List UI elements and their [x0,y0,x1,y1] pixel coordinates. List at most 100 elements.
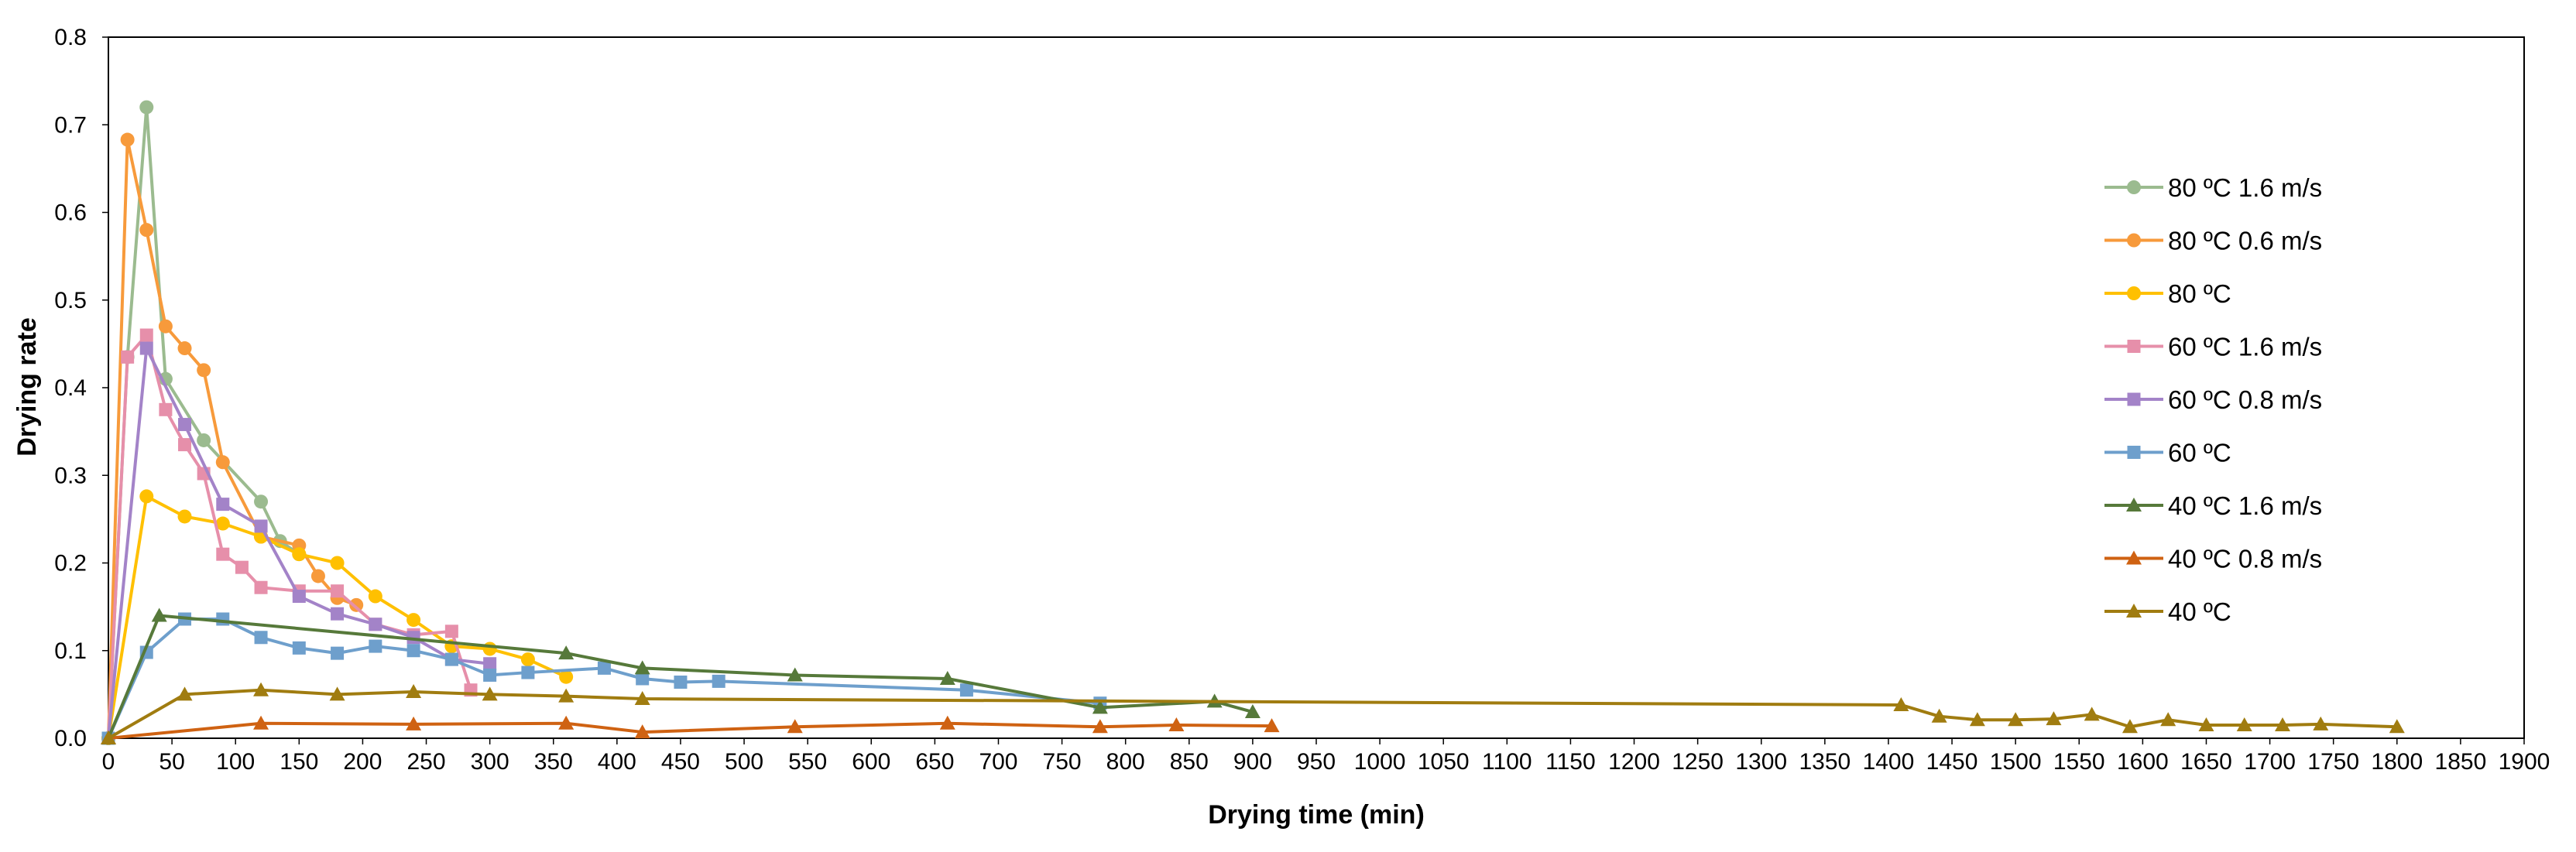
data-point [329,686,345,701]
data-point [559,669,574,684]
legend-entry: 40 ºC [2104,597,2231,626]
legend-entry: 80 ºC [2104,279,2231,308]
series-line [107,334,472,739]
data-point [1092,700,1108,714]
legend-marker-swatch [2127,446,2141,459]
data-point [444,652,458,666]
data-point [215,455,230,470]
x-tick-label: 1250 [1672,749,1724,775]
x-axis-title: Drying time (min) [1208,800,1425,830]
data-point [1168,717,1185,732]
data-point [406,644,420,658]
series-2 [101,489,574,745]
y-tick-label: 0.6 [54,200,87,226]
data-point [2389,719,2405,734]
x-tick-label: 1150 [1545,749,1596,775]
data-point [254,519,268,533]
data-point [2160,712,2176,727]
legend-label: 80 ºC 0.6 m/s [2168,227,2322,255]
x-tick-label: 500 [725,749,763,775]
y-tick-label: 0.5 [54,288,87,313]
series-7 [101,715,1280,744]
data-point [482,642,497,656]
data-point [159,402,173,416]
data-point [139,100,154,115]
data-point [482,686,498,701]
data-point [406,683,422,698]
x-tick-label: 800 [1106,749,1145,775]
legend-label: 40 ºC 0.8 m/s [2168,545,2322,573]
series-8 [101,682,2405,744]
data-point [139,328,153,342]
legend-label: 80 ºC [2168,279,2231,308]
data-point [101,731,116,744]
x-tick-label: 1050 [1418,749,1470,775]
data-point [558,715,575,730]
data-point [2084,707,2100,721]
x-tick-label: 350 [534,749,573,775]
data-point [558,645,575,660]
legend-entry: 60 ºC [2104,439,2231,467]
data-point [310,569,325,583]
data-point [2236,717,2252,732]
data-point [178,418,192,432]
legend-label: 60 ºC 0.8 m/s [2168,385,2322,414]
data-point [483,657,497,671]
data-point [597,661,611,675]
data-point [787,667,803,682]
x-tick-label: 0 [102,749,115,775]
data-point [406,613,421,628]
x-tick-label: 950 [1297,749,1336,775]
data-point [521,666,535,679]
x-tick-label: 1650 [2180,749,2232,775]
data-point [139,223,154,238]
series-4 [101,341,497,745]
x-tick-label: 750 [1043,749,1082,775]
data-point [712,674,725,688]
data-point [959,683,973,697]
data-point [139,341,153,355]
x-tick-label: 1400 [1863,749,1915,775]
x-tick-label: 1750 [2307,749,2359,775]
x-tick-label: 1900 [2499,749,2550,775]
data-point [2198,717,2214,732]
data-point [2275,717,2290,732]
legend-label: 60 ºC 1.6 m/s [2168,333,2322,361]
legend-marker-swatch [2126,498,2142,512]
data-point [2122,719,2138,734]
data-point [158,319,173,334]
data-point [331,607,345,621]
data-point [634,724,650,739]
data-point [216,612,230,626]
x-tick-label: 1300 [1735,749,1787,775]
y-tick-label: 0.7 [54,112,87,138]
legend-marker-swatch [2126,550,2142,565]
x-tick-label: 650 [915,749,954,775]
data-point [235,560,249,574]
x-tick-label: 150 [280,749,318,775]
x-tick-label: 1800 [2371,749,2423,775]
legend-marker-swatch [2127,286,2141,300]
data-point [178,438,192,452]
y-axis-title: Drying rate [12,317,42,457]
series-3 [101,328,478,745]
x-tick-label: 1350 [1799,749,1851,775]
legend-label: 80 ºC 1.6 m/s [2168,173,2322,202]
data-point [369,618,382,631]
series-line [107,105,300,739]
data-point [121,350,135,364]
data-point [634,691,650,706]
x-tick-label: 50 [159,749,184,775]
y-axis-ticks: 0.0 0.1 0.2 0.3 0.4 0.5 0.6 0.7 0.8 [54,25,108,751]
data-point [216,547,230,561]
series-0 [101,100,307,745]
x-tick-label: 1550 [2053,749,2105,775]
data-point [558,688,575,703]
y-tick-label: 0.8 [54,25,87,50]
data-point [1931,708,1947,723]
data-point [2008,712,2024,727]
legend-entry: 40 ºC 1.6 m/s [2104,491,2322,520]
data-point [215,516,230,531]
data-point [177,686,193,701]
data-point [636,672,650,686]
